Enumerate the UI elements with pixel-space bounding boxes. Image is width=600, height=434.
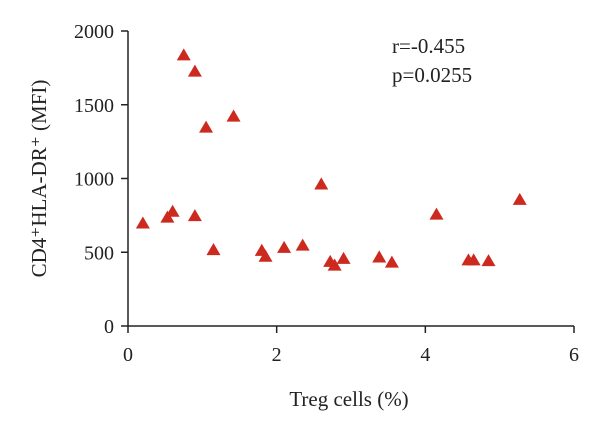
data-point xyxy=(384,255,399,268)
x-tick-label: 0 xyxy=(123,344,133,366)
data-point xyxy=(199,120,214,133)
y-tick-label: 1500 xyxy=(74,95,114,117)
y-tick-label: 1000 xyxy=(74,169,114,191)
data-point xyxy=(481,254,496,267)
y-tick-label: 2000 xyxy=(74,21,114,43)
data-point xyxy=(176,48,191,61)
x-tick-label: 6 xyxy=(569,344,579,366)
data-point xyxy=(165,204,180,217)
data-point xyxy=(258,249,273,262)
data-point xyxy=(295,238,310,251)
data-point xyxy=(327,258,342,271)
data-point xyxy=(226,109,241,122)
data-point xyxy=(372,250,387,263)
data-points xyxy=(135,48,527,271)
y-axis-title: CD4⁺HLA-DR⁺ (MFI) xyxy=(27,80,51,278)
y-tick-label: 0 xyxy=(104,316,114,338)
x-tick-label: 4 xyxy=(420,344,430,366)
y-tick-label: 500 xyxy=(84,242,114,264)
data-point xyxy=(429,207,444,220)
p-value-label: p=0.0255 xyxy=(392,63,472,87)
data-point xyxy=(206,243,221,256)
x-tick-label: 2 xyxy=(272,344,282,366)
x-ticks: 0 2 4 6 xyxy=(123,326,579,366)
data-point xyxy=(135,216,150,229)
data-point xyxy=(512,192,527,205)
data-point xyxy=(314,177,329,190)
y-ticks: 0 500 1000 1500 2000 xyxy=(74,21,128,338)
data-point xyxy=(187,64,202,77)
data-point xyxy=(187,209,202,222)
correlation-r-label: r=-0.455 xyxy=(392,34,465,58)
x-axis-title: Treg cells (%) xyxy=(289,387,408,411)
data-point xyxy=(466,253,481,266)
data-point xyxy=(336,251,351,264)
data-point xyxy=(277,240,292,253)
